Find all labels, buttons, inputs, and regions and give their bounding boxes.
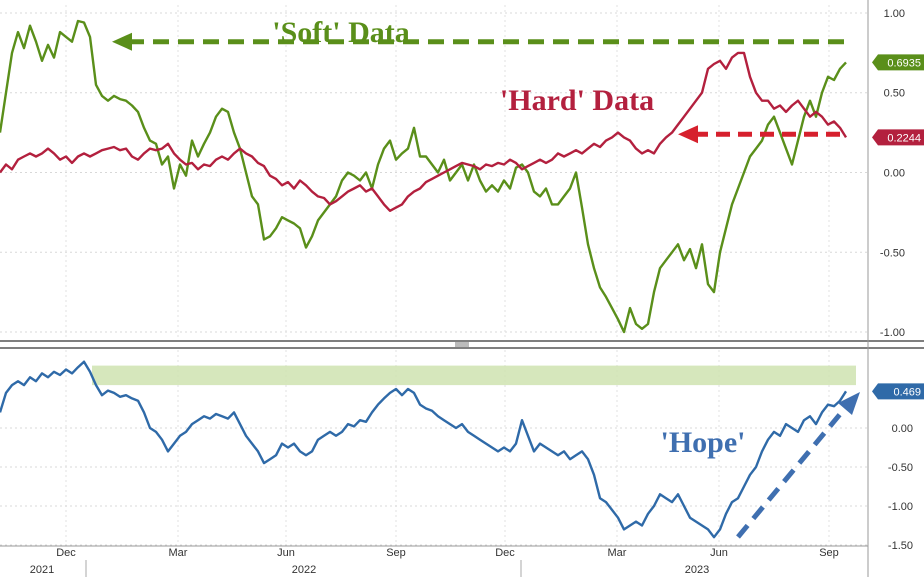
x-year-label: 2021 [30, 564, 54, 576]
hope-label: 'Hope' [660, 426, 745, 459]
top-y-tick-label: -1.00 [880, 327, 905, 339]
bottom-y-tick-label: -0.50 [888, 462, 913, 474]
x-month-tick-label: Sep [819, 547, 839, 559]
hope-arrow-line [736, 405, 848, 539]
hard-data-line [0, 51, 848, 213]
x-month-tick-label: Dec [495, 547, 515, 559]
hope-value-badge [872, 383, 924, 400]
hard-data-arrowhead [678, 125, 698, 144]
bottom-y-tick-label: -1.50 [888, 540, 913, 552]
x-year-label: 2023 [685, 564, 709, 576]
top-y-tick-label: 1.00 [884, 8, 905, 20]
soft-value-badge [872, 54, 924, 71]
x-month-tick-label: Jun [710, 547, 728, 559]
annotations-layer: 0.6935 0.2244 0.469 'Soft' Data 'Hard' Data '… [112, 16, 924, 539]
x-month-tick-label: Jun [277, 547, 295, 559]
panel-splitter-handle[interactable] [455, 342, 469, 347]
hope-band-layer [92, 365, 856, 386]
hard-data-label: 'Hard' Data [500, 84, 654, 117]
bottom-y-tick-label: 0.00 [892, 423, 913, 435]
hard-value-badge [872, 129, 924, 146]
soft-data-arrowhead [112, 32, 132, 51]
hope-reference-band [92, 365, 856, 386]
hope-value-badge-text: 0.469 [893, 386, 921, 398]
top-y-tick-label: -0.50 [880, 247, 905, 259]
top-y-tick-label: 0.50 [884, 88, 905, 100]
x-month-tick-label: Dec [56, 547, 76, 559]
hard-value-badge-text: 0.2244 [887, 132, 921, 144]
soft-data-label: 'Soft' Data [272, 16, 410, 49]
hope-arrowhead [838, 392, 860, 415]
hope-line [0, 360, 848, 539]
series-lines [0, 19, 848, 539]
top-y-tick-label: 0.00 [884, 168, 905, 180]
top-panel-grid [0, 5, 868, 340]
bottom-y-tick-label: -1.00 [888, 501, 913, 513]
soft-data-line [0, 19, 847, 334]
x-month-tick-label: Sep [386, 547, 406, 559]
x-month-tick-label: Mar [169, 547, 188, 559]
x-year-label: 2022 [292, 564, 316, 576]
x-month-tick-label: Mar [608, 547, 627, 559]
soft-value-badge-text: 0.6935 [887, 57, 921, 69]
